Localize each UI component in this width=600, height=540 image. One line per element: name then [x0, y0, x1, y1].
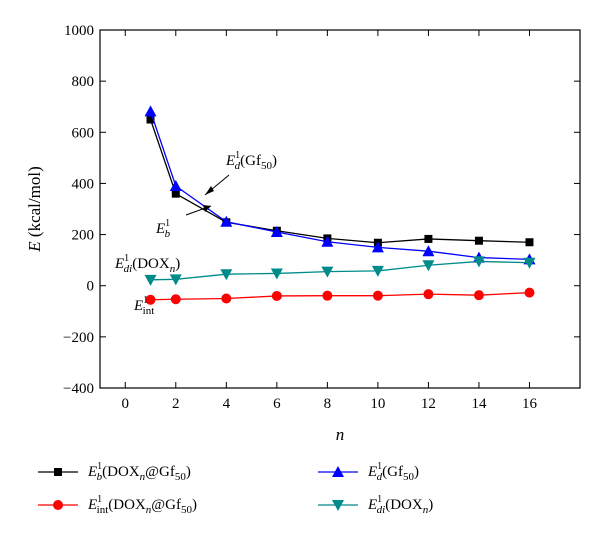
- x-axis-label: n: [336, 425, 345, 444]
- data-point: [221, 293, 232, 304]
- plot-frame: [99, 29, 581, 389]
- legend-item-Edi: E1 di(DOXn): [318, 494, 433, 516]
- data-point: [372, 290, 383, 301]
- y-tick-label: 200: [72, 228, 95, 244]
- legend-marker: [53, 500, 63, 510]
- data-point: [423, 289, 434, 300]
- x-tick-label: 0: [122, 396, 130, 412]
- legend-label: E1 b(DOXn@Gf50): [87, 461, 191, 483]
- svg-text:E1b: E1 b: [155, 218, 171, 240]
- data-point: [169, 274, 182, 286]
- series-layer: [144, 105, 536, 305]
- data-point: [171, 189, 180, 198]
- data-point: [523, 257, 536, 269]
- annotation-eb: E1 b: [155, 205, 212, 240]
- legend: E1 b(DOXn@Gf50) E1 d(Gf50) E1 int(DOXn@Gf50) E…: [38, 461, 433, 516]
- data-point: [220, 269, 233, 281]
- data-point: [524, 287, 535, 298]
- legend-label: E1 di(DOXn): [367, 494, 433, 516]
- axis-ticks: [100, 29, 580, 389]
- y-tick-label: −200: [63, 330, 94, 346]
- y-axis-label: E (kcal/mol): [25, 166, 44, 252]
- annotation-edi-doxn: E1 di(DOXn): [114, 253, 180, 275]
- y-tick-label: 0: [87, 279, 95, 295]
- data-point: [473, 290, 484, 301]
- legend-item-Eint: E1 int(DOXn@Gf50): [38, 494, 197, 516]
- series-Edi: [144, 256, 536, 286]
- data-point: [424, 234, 433, 243]
- legend-label: E1 d(Gf50): [367, 461, 419, 483]
- data-point: [474, 236, 483, 245]
- legend-marker: [54, 468, 62, 476]
- data-point: [422, 260, 435, 272]
- data-point: [322, 290, 333, 301]
- data-point: [144, 274, 157, 286]
- legend-marker: [332, 500, 344, 511]
- y-tick-labels: −400 −200 0 200 400 600 800 1000: [63, 23, 94, 397]
- series-line: [150, 260, 530, 281]
- legend-item-Ed: E1 d(Gf50): [318, 461, 419, 483]
- x-tick-label: 14: [471, 396, 487, 412]
- series-line: [149, 111, 530, 261]
- data-point: [144, 105, 157, 117]
- x-tick-label: 10: [370, 396, 385, 412]
- data-point: [169, 179, 182, 191]
- data-point: [220, 215, 233, 227]
- x-tick-label: 4: [223, 396, 231, 412]
- legend-marker: [332, 466, 344, 477]
- x-tick-labels: 0 2 4 6 8 10 12 14 16: [122, 396, 538, 412]
- x-tick-label: 6: [273, 396, 281, 412]
- data-point: [321, 266, 334, 278]
- data-point: [371, 241, 384, 253]
- data-point: [371, 265, 384, 277]
- x-tick-label: 16: [522, 396, 538, 412]
- series-Eb: [146, 115, 534, 247]
- data-point: [270, 268, 283, 280]
- y-tick-label: −400: [63, 381, 94, 397]
- y-tick-label: 800: [72, 74, 95, 90]
- series-line: [149, 119, 530, 244]
- data-point: [472, 256, 485, 268]
- svg-text:E1d(Gf50): E1 d(Gf50): [225, 150, 277, 172]
- data-point: [146, 115, 155, 124]
- data-point: [270, 226, 283, 238]
- data-point: [145, 294, 156, 305]
- legend-item-Eb: E1 b(DOXn@Gf50): [38, 461, 191, 483]
- data-point: [271, 290, 282, 301]
- legend-label: E1 int(DOXn@Gf50): [87, 494, 197, 516]
- x-tick-label: 2: [172, 396, 180, 412]
- y-tick-label: 400: [72, 176, 95, 192]
- x-tick-label: 8: [324, 396, 332, 412]
- data-point: [321, 235, 334, 247]
- data-point: [422, 245, 435, 257]
- series-line: [150, 291, 530, 301]
- y-tick-label: 1000: [64, 23, 94, 39]
- x-tick-label: 12: [421, 396, 436, 412]
- annotation-ed-gf50: E1 d(Gf50): [204, 150, 277, 196]
- data-point: [525, 238, 534, 247]
- data-point: [170, 294, 181, 305]
- series-Eint: [145, 287, 535, 305]
- annotation-eint: E1 int: [133, 295, 154, 317]
- y-tick-label: 600: [72, 125, 95, 141]
